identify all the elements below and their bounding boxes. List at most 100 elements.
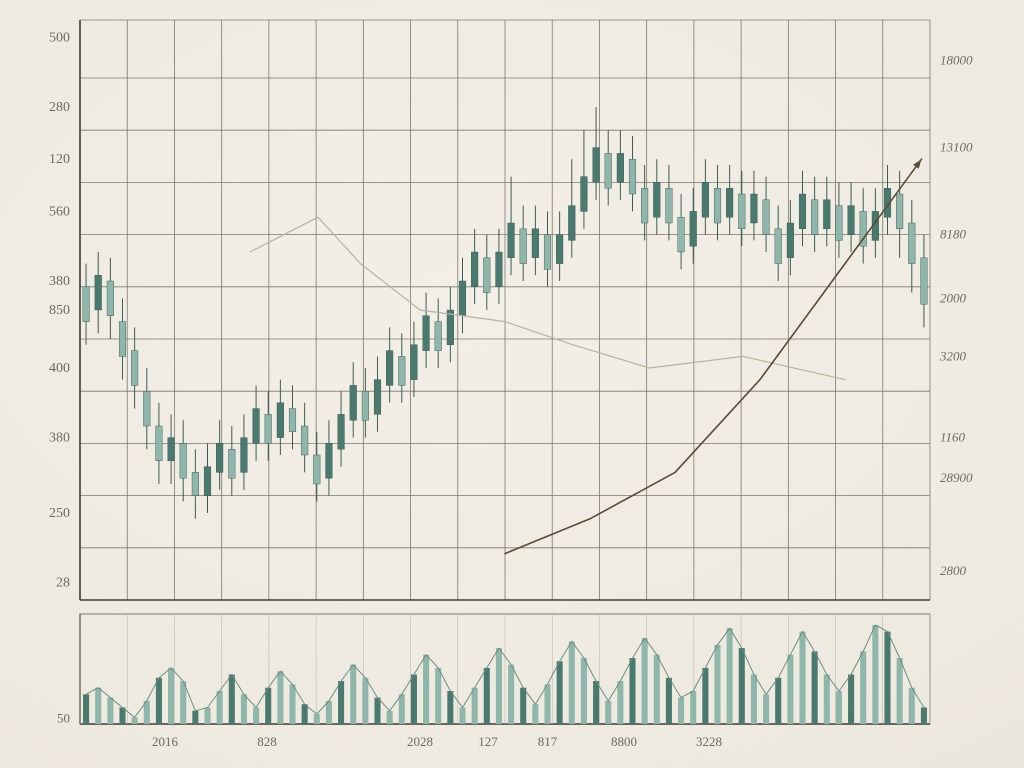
candle-body	[313, 455, 320, 484]
trend-arrow	[505, 159, 922, 553]
candle-body	[459, 281, 466, 316]
volume-bar	[678, 698, 684, 724]
volume-bar	[472, 688, 478, 724]
candle-body	[326, 443, 333, 478]
candle-body	[690, 211, 697, 246]
y-left-label: 280	[49, 100, 70, 115]
volume-bar	[520, 688, 526, 724]
candle-body	[908, 223, 915, 264]
volume-bar	[435, 668, 441, 724]
candle-body	[666, 188, 673, 223]
x-label: 2028	[407, 734, 433, 749]
candle-body	[277, 403, 284, 438]
candle-body	[775, 229, 782, 264]
volume-bar	[872, 625, 878, 724]
volume-bar	[557, 661, 563, 724]
volume-bar	[617, 681, 623, 724]
volume-bar	[581, 658, 587, 724]
volume-bar	[447, 691, 453, 724]
volume-bar	[824, 675, 830, 725]
volume-bar	[253, 708, 259, 725]
y-right-label: 1160	[940, 430, 966, 445]
candle-body	[289, 409, 296, 432]
candle-body	[471, 252, 478, 287]
candle-body	[738, 194, 745, 229]
candle-body	[95, 275, 102, 310]
volume-bar	[484, 668, 490, 724]
candle-body	[241, 438, 248, 473]
volume-bar	[799, 632, 805, 724]
candle-body	[204, 467, 211, 496]
candle-body	[532, 229, 539, 258]
volume-bar	[642, 638, 648, 724]
volume-bar	[848, 675, 854, 725]
candle-body	[216, 443, 223, 472]
candle-body	[520, 229, 527, 264]
x-label: 127	[478, 734, 498, 749]
candle-body	[435, 322, 442, 351]
volume-bar	[350, 665, 356, 724]
volume-bar	[751, 675, 757, 725]
y-left-label: 500	[49, 30, 70, 45]
y-right-label: 18000	[940, 53, 973, 68]
volume-bar	[338, 681, 344, 724]
candle-body	[629, 159, 636, 194]
candle-body	[374, 380, 381, 415]
candle-body	[301, 426, 308, 455]
volume-bar	[83, 694, 89, 724]
candle-body	[544, 235, 551, 270]
volume-bar	[702, 668, 708, 724]
volume-bar	[532, 704, 538, 724]
volume-bar	[909, 688, 915, 724]
y-left-label: 850	[49, 303, 70, 318]
chart-root: { "canvas": { "width": 1024, "height": 7…	[0, 0, 1024, 768]
candle-body	[641, 188, 648, 223]
main-plot: 5002801205603808504003802502818000131008…	[49, 20, 973, 600]
volume-bar	[362, 678, 368, 724]
candle-body	[131, 351, 138, 386]
candle-body	[848, 206, 855, 235]
volume-bar	[739, 648, 745, 724]
volume-bar	[204, 708, 210, 725]
candle-body	[593, 148, 600, 183]
volume-bar	[775, 678, 781, 724]
volume-bar	[884, 632, 890, 724]
volume-bar	[192, 711, 198, 724]
volume-bar	[217, 691, 223, 724]
candle-body	[362, 391, 369, 420]
x-label: 3228	[696, 734, 722, 749]
y-right-label: 8180	[940, 227, 967, 242]
candle-body	[496, 252, 503, 287]
candle-body	[168, 438, 175, 461]
volume-bar	[314, 714, 320, 724]
volume-bar	[690, 691, 696, 724]
candle-body	[714, 188, 721, 223]
candle-body	[702, 182, 709, 217]
volume-bar	[241, 694, 247, 724]
candle-body	[763, 200, 770, 235]
volume-bar	[654, 655, 660, 724]
candle-body	[350, 385, 357, 420]
volume-bar	[132, 717, 138, 724]
candle-body	[265, 414, 272, 443]
candle-body	[581, 177, 588, 212]
candle-body	[836, 206, 843, 241]
volume-bar	[605, 701, 611, 724]
sub-y-label: 50	[57, 711, 70, 726]
candle-body	[653, 182, 660, 217]
volume-bar	[265, 688, 271, 724]
volume-bar	[593, 681, 599, 724]
y-left-label: 560	[49, 204, 70, 219]
candle-body	[107, 281, 114, 316]
y-left-label: 400	[49, 361, 70, 376]
volume-bar	[727, 628, 733, 724]
candlestick-chart: 5002801205603808504003802502818000131008…	[0, 0, 1024, 768]
y-left-label: 380	[49, 274, 70, 289]
volume-bar	[411, 675, 417, 725]
volume-bar	[107, 698, 113, 724]
y-right-label: 3200	[939, 348, 967, 363]
candle-body	[411, 345, 418, 380]
candle-body	[423, 316, 430, 351]
volume-bar	[714, 645, 720, 724]
volume-bar	[629, 658, 635, 724]
